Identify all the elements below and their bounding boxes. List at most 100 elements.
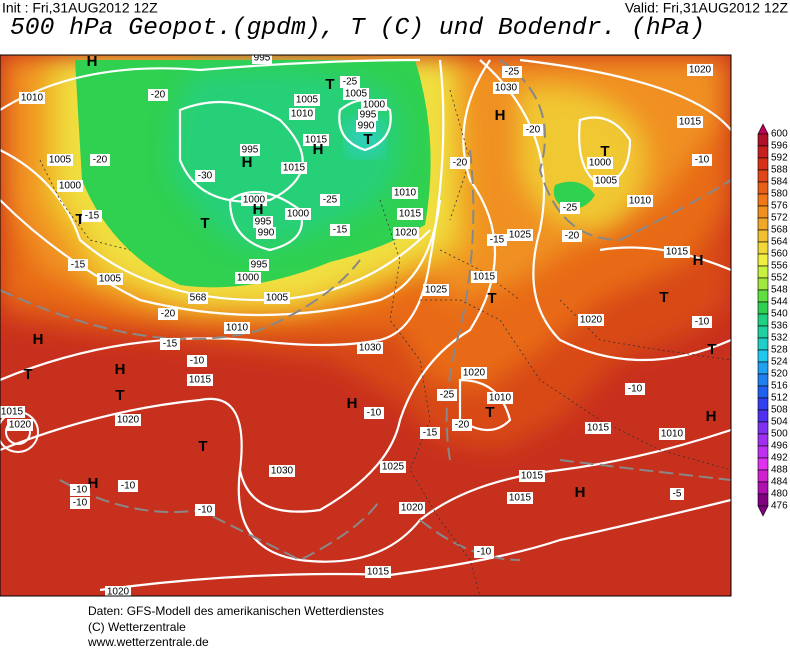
pressure-label: 1000 — [287, 209, 310, 220]
temperature-label: -15 — [163, 339, 178, 350]
colorbar-box — [757, 433, 769, 447]
pressure-label: 1005 — [49, 155, 72, 166]
label-background — [90, 154, 110, 166]
temperature-label: -10 — [198, 505, 213, 516]
high-pressure-marker: H — [115, 361, 126, 378]
colorbar-box — [757, 229, 769, 243]
label-background — [269, 465, 295, 477]
temperature-label: -20 — [453, 158, 468, 169]
low-pressure-marker: T — [325, 76, 334, 93]
pressure-label: 990 — [258, 228, 275, 239]
pressure-label: 1015 — [283, 163, 306, 174]
pressure-label: 1020 — [107, 587, 130, 598]
label-background — [105, 586, 131, 596]
temperature-label: -20 — [455, 420, 470, 431]
colorbar-box — [757, 217, 769, 231]
colorbar-box — [757, 265, 769, 279]
pressure-label: 568 — [190, 293, 207, 304]
temperature-label: -25 — [563, 203, 578, 214]
colorbar-box — [757, 301, 769, 315]
high-pressure-marker: H — [87, 53, 98, 70]
label-background — [670, 488, 684, 500]
colorbar-box — [757, 169, 769, 183]
label-background — [357, 342, 383, 354]
label-background — [493, 82, 519, 94]
colorbar-label: 588 — [771, 165, 788, 176]
footer-line: Daten: GFS-Modell des amerikanischen Wet… — [88, 604, 384, 618]
high-pressure-marker: H — [575, 484, 586, 501]
temperature-label: -20 — [161, 309, 176, 320]
colorbar-label: 592 — [771, 153, 788, 164]
colorbar-box — [757, 289, 769, 303]
colorbar-label: 492 — [771, 453, 788, 464]
high-pressure-marker: H — [88, 475, 99, 492]
pressure-label: 1005 — [296, 95, 319, 106]
colorbar-label: 568 — [771, 225, 788, 236]
temperature-label: -10 — [628, 384, 643, 395]
colorbar-box — [757, 349, 769, 363]
label-background — [507, 492, 533, 504]
label-background — [487, 234, 507, 246]
low-pressure-marker: T — [485, 404, 494, 421]
label-background — [148, 89, 168, 101]
colorbar-label: 596 — [771, 141, 788, 152]
colorbar-label: 500 — [771, 429, 788, 440]
label-background — [224, 322, 250, 334]
label-background — [507, 229, 533, 241]
colorbar-label: 512 — [771, 393, 788, 404]
label-background — [195, 504, 215, 516]
colorbar-label: 552 — [771, 273, 788, 284]
label-background — [253, 216, 273, 228]
pressure-label: 1000 — [243, 195, 266, 206]
colorbar-box — [757, 445, 769, 459]
temperature-label: -20 — [93, 155, 108, 166]
colorbar-box — [757, 469, 769, 483]
colorbar-label: 524 — [771, 357, 788, 368]
label-background — [285, 208, 311, 220]
colorbar-box — [757, 241, 769, 255]
pressure-label: 1000 — [363, 100, 386, 111]
high-pressure-marker: H — [706, 408, 717, 425]
label-background — [487, 392, 513, 404]
pressure-label: 1015 — [399, 209, 422, 220]
low-pressure-marker: T — [115, 387, 124, 404]
label-background — [320, 194, 340, 206]
label-background — [19, 92, 45, 104]
colorbar-label: 564 — [771, 237, 788, 248]
label-background — [188, 292, 208, 304]
pressure-label: 1020 — [117, 415, 140, 426]
high-pressure-marker: H — [495, 107, 506, 124]
label-background — [461, 367, 487, 379]
pressure-label: 995 — [255, 217, 272, 228]
colorbar-box — [757, 373, 769, 387]
low-pressure-marker: T — [659, 289, 668, 306]
pressure-label: 995 — [242, 145, 259, 156]
label-background — [57, 180, 83, 192]
label-background — [587, 157, 613, 169]
label-background — [340, 76, 360, 88]
label-background — [264, 292, 290, 304]
colorbar-label: 484 — [771, 477, 788, 488]
label-background — [437, 389, 457, 401]
map-frame — [0, 54, 732, 597]
pressure-label: 1015 — [509, 493, 532, 504]
label-background — [664, 246, 690, 258]
low-pressure-marker: T — [707, 341, 716, 358]
label-background — [160, 338, 180, 350]
colorbar-box — [757, 421, 769, 435]
high-pressure-marker: H — [693, 252, 704, 269]
label-background — [659, 428, 685, 440]
label-background — [358, 109, 378, 121]
pressure-label: 1015 — [1, 407, 24, 418]
temperature-label: -15 — [490, 235, 505, 246]
label-background — [187, 374, 213, 386]
label-background — [195, 170, 215, 182]
colorbar-label: 584 — [771, 177, 788, 188]
label-background — [356, 120, 376, 132]
high-pressure-marker: H — [347, 395, 358, 412]
temperature-label: -10 — [121, 481, 136, 492]
label-background — [97, 273, 123, 285]
pressure-label: 1015 — [189, 375, 212, 386]
pressure-label: 1020 — [395, 228, 418, 239]
